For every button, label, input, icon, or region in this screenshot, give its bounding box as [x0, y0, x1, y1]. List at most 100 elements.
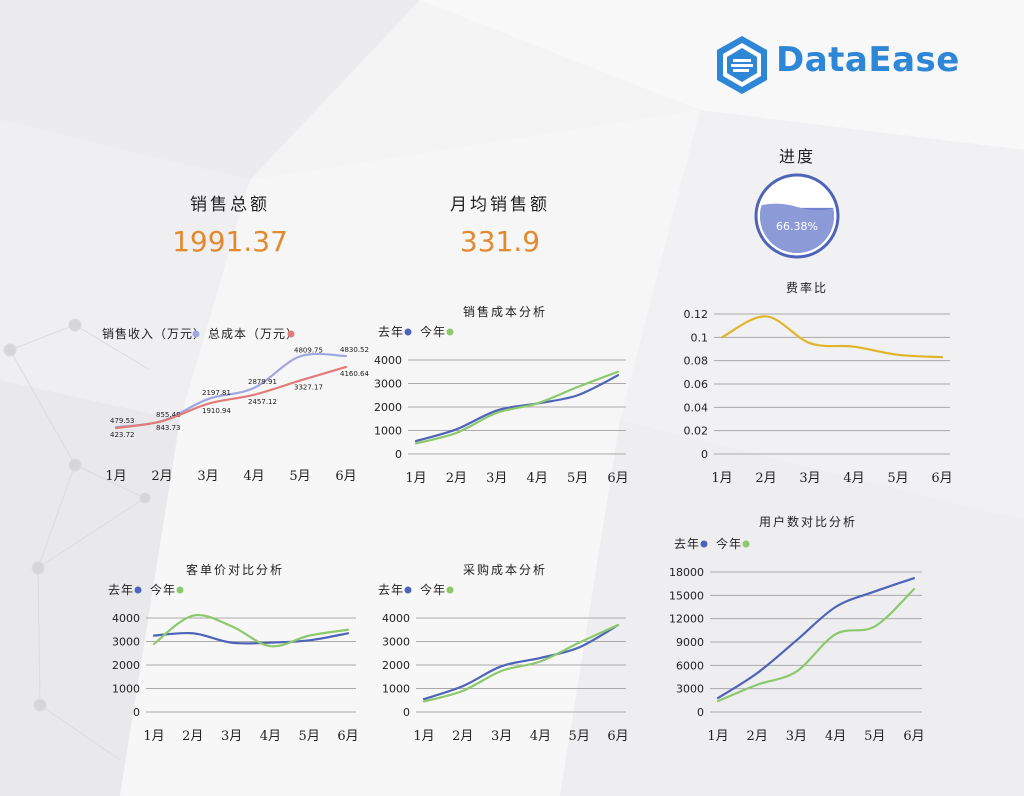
series-line [716, 588, 916, 703]
legend-label: 今年 [420, 582, 446, 597]
chart-title: 销售成本分析 [463, 304, 547, 319]
x-tick-label: 2月 [182, 729, 203, 744]
legend-label: 去年 [378, 325, 404, 339]
chart-title: 采购成本分析 [463, 562, 547, 577]
brand-name: DataEase [776, 40, 960, 80]
y-tick-label: 3000 [676, 683, 704, 696]
y-tick-label: 0.06 [684, 378, 709, 391]
x-tick-label: 1月 [105, 469, 126, 484]
x-tick-label: 5月 [569, 729, 590, 744]
x-tick-label: 3月 [491, 729, 512, 744]
x-tick-label: 5月 [864, 729, 885, 744]
x-tick-label: 5月 [289, 469, 310, 484]
y-tick-label: 0 [697, 706, 704, 719]
y-tick-label: 0 [395, 448, 402, 461]
x-tick-label: 3月 [786, 729, 807, 744]
x-tick-label: 1月 [143, 729, 164, 744]
y-tick-label: 0.12 [684, 308, 709, 321]
legend-dot [700, 540, 708, 548]
kpi-total-sales-value: 1991.37 [172, 225, 288, 258]
y-tick-label: 2000 [374, 401, 402, 414]
x-tick-label: 1月 [413, 729, 434, 744]
y-tick-label: 3000 [374, 378, 402, 391]
series-line [422, 623, 620, 703]
x-tick-label: 6月 [337, 729, 358, 744]
x-tick-label: 1月 [707, 729, 728, 744]
chart-title: 费率比 [786, 280, 828, 295]
y-tick-label: 2000 [382, 659, 410, 672]
kpi-total-sales-label: 销售总额 [190, 195, 270, 215]
series-line [716, 577, 916, 700]
x-tick-label: 2月 [452, 729, 473, 744]
x-tick-label: 5月 [887, 471, 908, 486]
x-tick-label: 2月 [747, 729, 768, 744]
x-tick-label: 3月 [221, 729, 242, 744]
y-tick-label: 15000 [669, 589, 704, 602]
x-tick-label: 1月 [711, 471, 732, 486]
legend-label: 总成本（万元） [208, 327, 299, 341]
x-tick-label: 5月 [299, 729, 320, 744]
data-label: 843.73 [156, 424, 181, 432]
y-tick-label: 0 [133, 706, 140, 719]
y-tick-label: 0.08 [684, 355, 709, 368]
series-line [720, 315, 944, 359]
series-line [152, 613, 350, 648]
legend-dot [287, 330, 295, 338]
x-tick-label: 2月 [755, 471, 776, 486]
x-tick-label: 4月 [527, 471, 548, 486]
progress-label: 进度 [779, 147, 815, 166]
legend-label: 今年 [716, 536, 742, 551]
x-tick-label: 3月 [486, 471, 507, 486]
legend-dot [404, 586, 412, 594]
y-tick-label: 4000 [382, 612, 410, 625]
x-tick-label: 6月 [607, 729, 628, 744]
progress-value: 66.38% [776, 220, 818, 233]
legend-label: 去年 [378, 583, 404, 597]
x-tick-label: 3月 [799, 471, 820, 486]
y-tick-label: 4000 [374, 354, 402, 367]
series-line [152, 631, 350, 645]
data-label: 2879.91 [248, 378, 277, 386]
brand-logo: DataEase [714, 34, 964, 96]
y-tick-label: 1000 [112, 683, 140, 696]
x-tick-label: 4月 [843, 471, 864, 486]
x-tick-label: 3月 [197, 469, 218, 484]
x-tick-label: 6月 [335, 469, 356, 484]
legend-label: 今年 [420, 324, 446, 339]
kpi-monthly-avg-label: 月均销售额 [450, 195, 550, 215]
legend-dot [176, 586, 184, 594]
y-tick-label: 3000 [382, 636, 410, 649]
y-tick-label: 1000 [382, 683, 410, 696]
x-tick-label: 4月 [530, 729, 551, 744]
data-label: 2457.12 [248, 398, 277, 406]
data-label: 4830.52 [340, 346, 369, 354]
fee-rate-chart: 费率比 0 0.02 0.04 0.06 0.08 0.1 0.12 1月 2月 3月 4月 5月 6月 [684, 280, 953, 486]
x-tick-label: 4月 [260, 729, 281, 744]
data-label: 2197.81 [202, 389, 231, 397]
x-tick-label: 6月 [903, 729, 924, 744]
y-tick-label: 2000 [112, 659, 140, 672]
data-label: 1910.94 [202, 407, 231, 415]
series-line [422, 623, 620, 701]
x-tick-label: 2月 [151, 469, 172, 484]
y-tick-label: 9000 [676, 636, 704, 649]
y-tick-label: 0.02 [684, 425, 709, 438]
legend-dot [446, 328, 454, 336]
y-tick-label: 0 [701, 448, 708, 461]
data-label: 855.48 [156, 411, 181, 419]
y-tick-label: 0 [403, 706, 410, 719]
data-label: 423.72 [110, 431, 135, 439]
data-label: 3327.17 [294, 384, 323, 392]
legend-label: 销售收入（万元） [102, 326, 206, 341]
chart-title: 用户数对比分析 [759, 514, 857, 529]
legend-label: 去年 [674, 537, 700, 551]
x-tick-label: 4月 [243, 469, 264, 484]
chart-title: 客单价对比分析 [186, 562, 284, 577]
legend-label: 去年 [108, 583, 134, 597]
x-tick-label: 5月 [567, 471, 588, 486]
x-tick-label: 4月 [825, 729, 846, 744]
legend-dot [192, 330, 200, 338]
